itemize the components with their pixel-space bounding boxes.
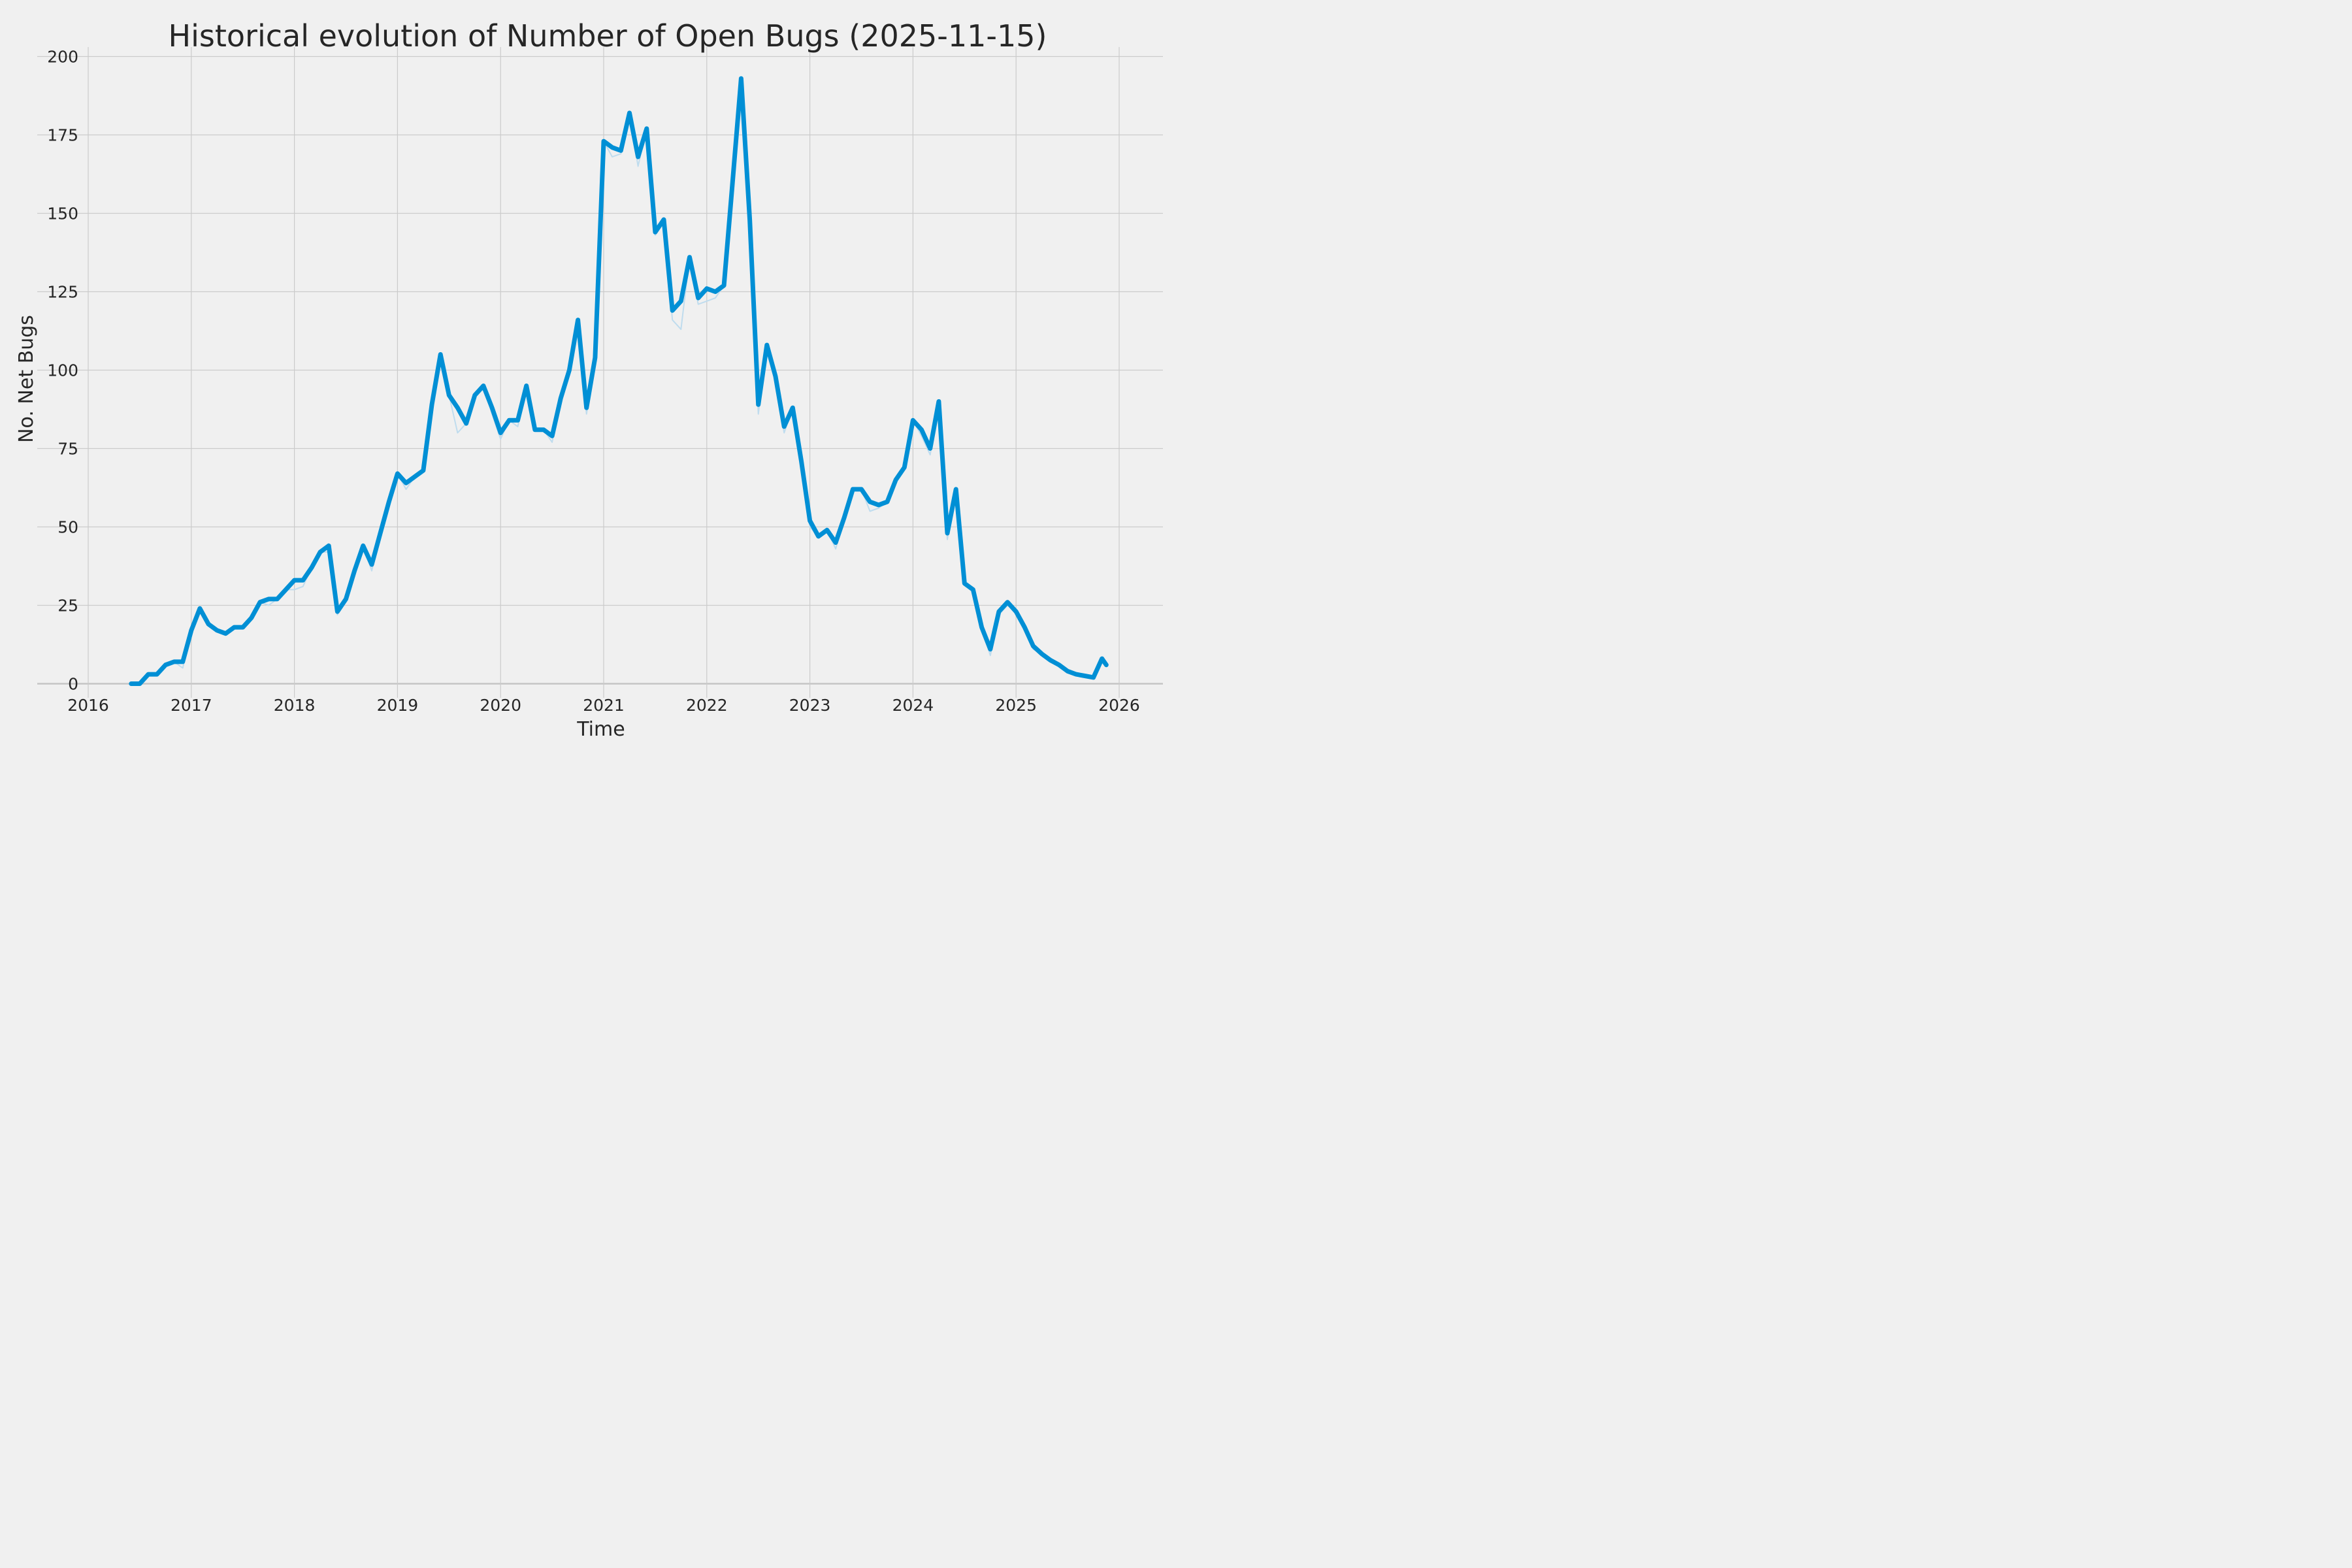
chart-title: Historical evolution of Number of Open B… bbox=[169, 18, 1047, 54]
y-tick-label: 175 bbox=[47, 126, 78, 145]
y-tick-label: 100 bbox=[47, 361, 78, 380]
x-tick-label: 2026 bbox=[1098, 696, 1140, 715]
series-layer bbox=[129, 76, 1109, 686]
x-tick-label: 2022 bbox=[686, 696, 728, 715]
grid-layer bbox=[37, 47, 1163, 698]
x-tick-label: 2018 bbox=[274, 696, 316, 715]
x-tick-label: 2016 bbox=[67, 696, 109, 715]
y-tick-label: 125 bbox=[47, 283, 78, 302]
open-bugs-monthly-line bbox=[129, 76, 1109, 686]
y-tick-label: 75 bbox=[57, 440, 78, 459]
y-tick-label: 150 bbox=[47, 204, 78, 223]
x-axis-label: Time bbox=[576, 718, 625, 741]
y-tick-label: 0 bbox=[68, 675, 78, 694]
chart-svg: 0 25 50 75 100 125 150 175 200 2016 2017 2018 2019 20… bbox=[0, 0, 1176, 784]
x-tick-label: 2024 bbox=[892, 696, 934, 715]
raw-weekly-open-bugs-line bbox=[130, 78, 1107, 685]
y-tick-label: 25 bbox=[57, 596, 78, 615]
x-tick-label: 2020 bbox=[480, 696, 521, 715]
figure: 0 25 50 75 100 125 150 175 200 2016 2017 2018 2019 20… bbox=[0, 0, 1176, 784]
x-tick-label: 2019 bbox=[377, 696, 419, 715]
y-axis-label: No. Net Bugs bbox=[15, 315, 38, 443]
x-tick-label: 2023 bbox=[789, 696, 831, 715]
x-tick-label: 2021 bbox=[583, 696, 625, 715]
y-tick-label: 200 bbox=[47, 48, 78, 67]
x-tick-label: 2017 bbox=[171, 696, 212, 715]
y-tick-label: 50 bbox=[57, 518, 78, 537]
tick-label-layer: 0 25 50 75 100 125 150 175 200 2016 2017 2018 2019 20… bbox=[47, 48, 1140, 715]
x-tick-label: 2025 bbox=[995, 696, 1037, 715]
